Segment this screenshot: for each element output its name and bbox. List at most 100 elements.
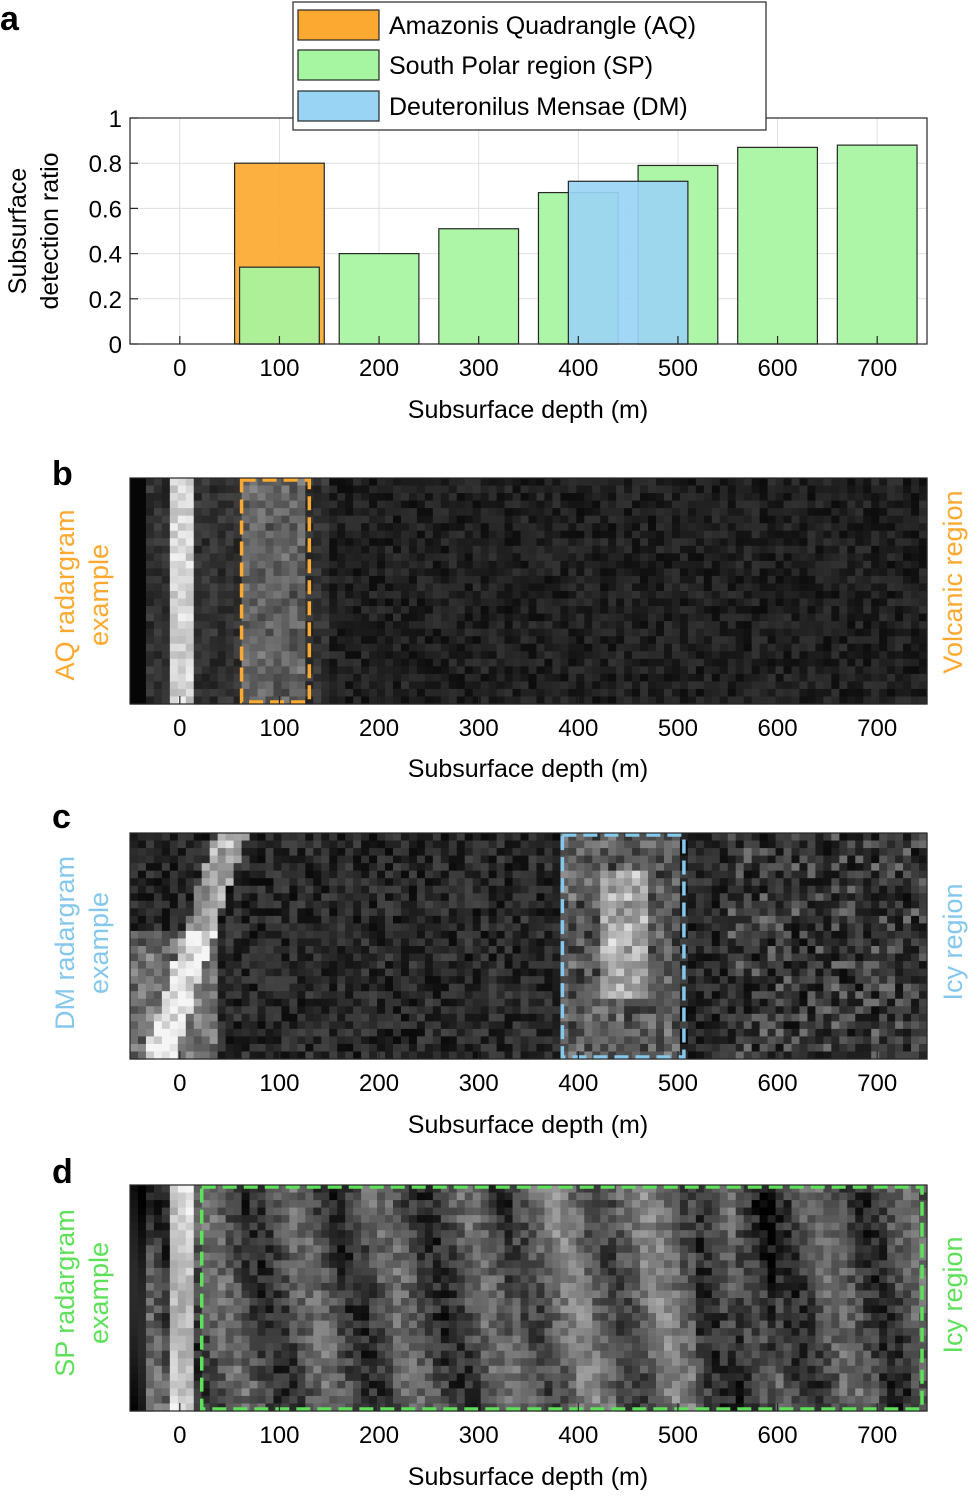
radargram-pixel [568,946,577,954]
radargram-pixel [919,568,928,576]
radargram-pixel [273,1044,282,1052]
radargram-pixel [433,886,442,894]
radargram-pixel [513,508,522,516]
radargram-pixel [505,516,514,524]
radargram-pixel [425,591,434,599]
radargram-pixel [712,583,721,591]
radargram-pixel [513,538,522,546]
radargram-pixel [433,984,442,992]
radargram-pixel [258,946,267,954]
radargram-pixel [218,833,227,841]
radargram-pixel [457,961,466,969]
radargram-pixel [680,629,689,637]
radargram-pixel [544,1051,553,1059]
radargram-pixel [273,614,282,622]
radargram-pixel [728,553,737,561]
radargram-pixel [401,931,410,939]
radargram-pixel [855,636,864,644]
radargram-pixel [393,893,402,901]
radargram-pixel [799,561,808,569]
radargram-pixel [624,606,633,614]
radargram-pixel [321,908,330,916]
radargram-pixel [720,531,729,539]
radargram-pixel [648,666,657,674]
radargram-pixel [552,644,561,652]
radargram-pixel [513,999,522,1007]
radargram-pixel [465,561,474,569]
radargram-pixel [353,659,362,667]
radargram-pixel [146,689,155,697]
radargram-pixel [712,561,721,569]
radargram-pixel [377,991,386,999]
radargram-pixel [226,908,235,916]
radargram-pixel [807,644,816,652]
radargram-pixel [823,486,832,494]
radargram-pixel [441,991,450,999]
radargram-pixel [369,1051,378,1059]
radargram-pixel [170,599,179,607]
radargram-pixel [776,591,785,599]
radargram-pixel [194,833,203,841]
radargram-pixel [178,893,187,901]
radargram-pixel [529,1036,538,1044]
radargram-pixel [178,1021,187,1029]
radargram-pixel [584,1036,593,1044]
radargram-pixel [337,938,346,946]
radargram-pixel [895,696,904,704]
radargram-pixel [465,629,474,637]
radargram-pixel [417,931,426,939]
radargram-pixel [465,871,474,879]
radargram-pixel [784,516,793,524]
radargram-pixel [592,856,601,864]
radargram-pixel [911,599,920,607]
radargram-pixel [194,976,203,984]
radargram-pixel [425,886,434,894]
radargram-pixel [146,614,155,622]
radargram-pixel [728,636,737,644]
radargram-pixel [162,568,171,576]
radargram-pixel [473,629,482,637]
radargram-pixel [576,478,585,486]
radargram-pixel [600,886,609,894]
radargram-pixel [497,938,506,946]
radargram-pixel [529,538,538,546]
radargram-pixel [672,486,681,494]
radargram-pixel [353,908,362,916]
radargram-pixel [361,856,370,864]
radargram-pixel [744,546,753,554]
radargram-pixel [513,486,522,494]
radargram-pixel [178,984,187,992]
radargram-pixel [552,954,561,962]
radargram-pixel [863,531,872,539]
radargram-pixel [265,636,274,644]
radargram-pixel [544,576,553,584]
radargram-pixel [568,893,577,901]
radargram-pixel [377,546,386,554]
radargram-pixel [744,621,753,629]
radargram-pixel [839,681,848,689]
radargram-pixel [744,531,753,539]
radargram-pixel [417,636,426,644]
radargram-pixel [154,923,163,931]
radargram-pixel [337,486,346,494]
radargram-pixel [608,1006,617,1014]
radargram-pixel [305,991,314,999]
radargram-pixel [218,916,227,924]
radargram-pixel [226,508,235,516]
radargram-pixel [847,681,856,689]
radargram-pixel [409,893,418,901]
radargram-pixel [919,644,928,652]
radargram-pixel [513,1044,522,1052]
radargram-pixel [170,1051,179,1059]
radargram-pixel [345,916,354,924]
radargram-pixel [823,674,832,682]
radargram-pixel [664,599,673,607]
radargram-pixel [704,568,713,576]
radargram-pixel [497,886,506,894]
radargram-pixel [576,493,585,501]
radargram-pixel [417,923,426,931]
radargram-pixel [903,689,912,697]
radargram-pixel [218,666,227,674]
radargram-pixel [895,674,904,682]
radargram-pixel [258,984,267,992]
